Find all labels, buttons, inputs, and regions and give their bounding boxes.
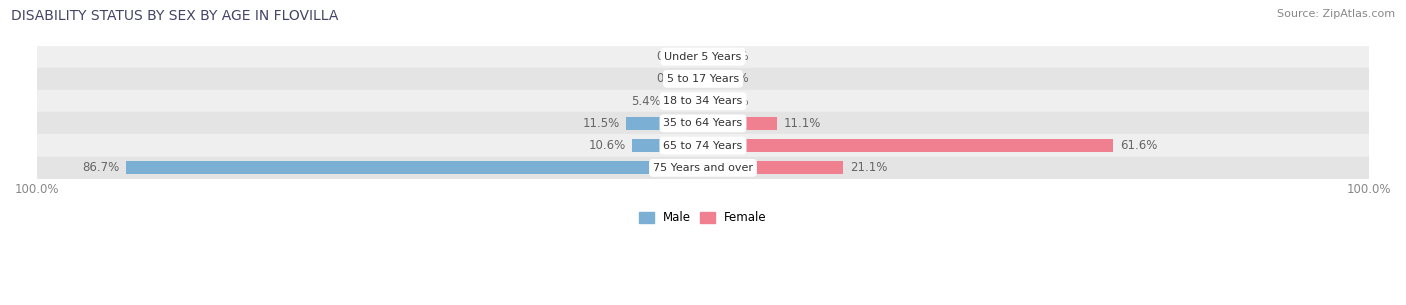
Bar — [693, 72, 703, 85]
Bar — [703, 72, 713, 85]
Bar — [627, 117, 703, 130]
Bar — [37, 90, 1369, 112]
Bar — [633, 139, 703, 152]
Text: 86.7%: 86.7% — [82, 161, 120, 174]
Bar — [693, 50, 703, 63]
Text: 18 to 34 Years: 18 to 34 Years — [664, 96, 742, 106]
Text: 35 to 64 Years: 35 to 64 Years — [664, 118, 742, 128]
Legend: Male, Female: Male, Female — [634, 207, 772, 229]
Bar — [37, 68, 1369, 90]
Text: Source: ZipAtlas.com: Source: ZipAtlas.com — [1277, 9, 1395, 19]
Text: 11.5%: 11.5% — [582, 117, 620, 130]
Text: 11.1%: 11.1% — [783, 117, 821, 130]
Bar — [703, 95, 713, 108]
Text: 75 Years and over: 75 Years and over — [652, 163, 754, 173]
Bar — [666, 95, 703, 108]
Bar — [703, 161, 844, 174]
Bar — [37, 157, 1369, 179]
Text: 0.0%: 0.0% — [720, 95, 749, 108]
Text: 0.0%: 0.0% — [720, 50, 749, 63]
Bar — [703, 117, 778, 130]
Text: 5.4%: 5.4% — [631, 95, 661, 108]
Bar — [37, 45, 1369, 68]
Bar — [703, 50, 713, 63]
Text: Under 5 Years: Under 5 Years — [665, 52, 741, 62]
Text: 0.0%: 0.0% — [657, 72, 686, 85]
Text: DISABILITY STATUS BY SEX BY AGE IN FLOVILLA: DISABILITY STATUS BY SEX BY AGE IN FLOVI… — [11, 9, 339, 23]
Bar — [37, 135, 1369, 157]
Text: 5 to 17 Years: 5 to 17 Years — [666, 74, 740, 84]
Text: 21.1%: 21.1% — [851, 161, 887, 174]
Text: 61.6%: 61.6% — [1119, 139, 1157, 152]
Text: 10.6%: 10.6% — [589, 139, 626, 152]
Text: 0.0%: 0.0% — [657, 50, 686, 63]
Bar — [703, 139, 1114, 152]
Text: 65 to 74 Years: 65 to 74 Years — [664, 141, 742, 151]
Text: 0.0%: 0.0% — [720, 72, 749, 85]
Bar — [125, 161, 703, 174]
Bar — [37, 112, 1369, 135]
